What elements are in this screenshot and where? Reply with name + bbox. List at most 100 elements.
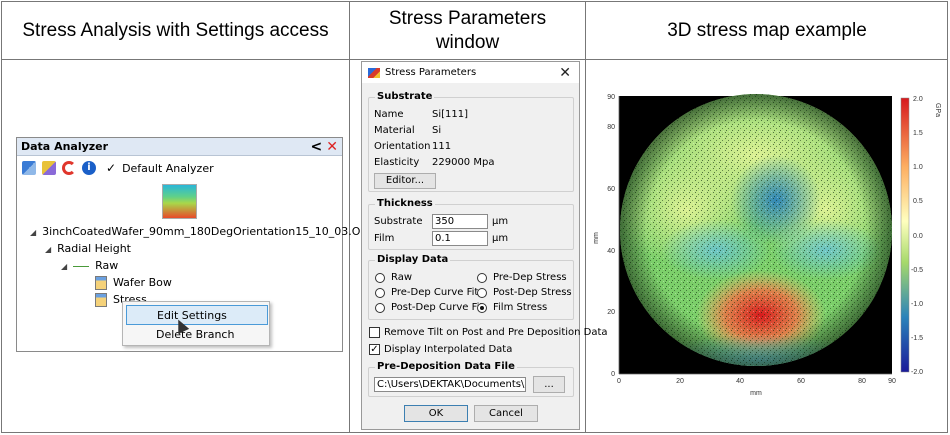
menu-item-delete-branch[interactable]: Delete Branch [126,325,268,345]
group-title: Pre-Deposition Data File [375,361,517,372]
display-interpolated-checkbox[interactable]: ✓ [369,344,380,355]
thickness-group: Thickness Substrate 350 µm Film 0.1 µm [368,198,574,250]
y-tick-label: 40 [607,248,615,255]
substrate-thickness-label: Substrate [374,216,423,227]
x-tick-label: 0 [617,378,621,385]
tree-item-file[interactable]: ◢ 3inchCoatedWafer_90mm_180DegOrientation… [30,225,382,238]
predep-file-path-input[interactable]: C:\Users\DEKTAK\Documents\DevAp [374,377,526,392]
name-label: Name [374,109,404,120]
tree-item-raw[interactable]: ◢ Raw [61,259,118,272]
header-text: Stress Analysis with Settings access [22,20,329,41]
browse-button[interactable]: ... [533,376,565,393]
stress-parameters-window: Stress Parameters ✕ Substrate Name Si[11… [361,61,608,430]
data-analyzer-titlebar: Data Analyzer < ✕ [17,138,342,156]
tree-item-radial-height[interactable]: ◢ Radial Height [45,242,131,255]
radio-label[interactable]: Film Stress [493,302,548,313]
x-tick-label: 20 [676,378,684,385]
elasticity-value: 229000 Mpa [432,157,495,168]
radio-label[interactable]: Pre-Dep Curve Fit [391,287,479,298]
close-icon[interactable]: ✕ [326,138,338,155]
ok-button[interactable]: OK [404,405,468,422]
y-tick-label: 90 [607,94,615,101]
film-thickness-input[interactable]: 0.1 [432,231,488,246]
tree-item-wafer-bow[interactable]: Wafer Bow [95,276,172,290]
x-tick-label: 80 [858,378,866,385]
substrate-group: Substrate Name Si[111] Material Si Orien… [368,91,574,192]
header-text: 3D stress map example [667,20,867,41]
app-logo-icon [368,67,380,78]
x-tick-label: 90 [888,378,896,385]
colorbar-unit-label: GPa [934,103,941,117]
colorbar-tick-label: -1.5 [911,335,923,342]
predep-file-group: Pre-Deposition Data File C:\Users\DEKTAK… [368,361,574,397]
colorbar-tick-label: -1.0 [911,301,923,308]
radio-label[interactable]: Raw [391,272,413,283]
analyzer-tool-icon[interactable] [42,161,56,175]
info-icon[interactable]: i [82,161,96,175]
header-3d-map: 3D stress map example [586,2,948,60]
colorbar-tick-label: 1.5 [913,130,923,137]
unit-label: µm [492,233,509,244]
add-analysis-icon[interactable] [22,161,36,175]
wafer-stress-map [620,94,892,366]
elasticity-label: Elasticity [374,157,420,168]
expand-triangle-icon[interactable]: ◢ [30,228,37,237]
column-divider [585,2,586,432]
name-value: Si[111] [432,109,469,120]
window-titlebar: Stress Parameters ✕ [362,62,579,83]
checkbox-label[interactable]: Display Interpolated Data [384,344,513,355]
cancel-button[interactable]: Cancel [474,405,538,422]
y-axis-label: mm [593,232,600,244]
radio-label[interactable]: Post-Dep Curve Fit [391,302,484,313]
tree-item-label: Radial Height [57,242,131,255]
radio-label[interactable]: Pre-Dep Stress [493,272,567,283]
analysis-file-icon [95,276,107,290]
colorbar-tick-label: 0.5 [913,198,923,205]
group-title: Substrate [375,91,435,102]
tree-item-label: Raw [95,259,119,272]
tree-item-label: Wafer Bow [113,276,172,289]
unit-label: µm [492,216,509,227]
refresh-icon[interactable] [62,161,76,175]
radio-pre-dep-curve-fit[interactable] [375,288,385,298]
raw-line-icon [73,265,90,267]
x-tick-label: 60 [797,378,805,385]
display-data-group: Display Data Raw Pre-Dep Stress Pre-Dep … [368,254,574,320]
remove-tilt-checkbox[interactable] [369,327,380,338]
data-analyzer-panel: Data Analyzer < ✕ i ✓ Default Analyzer ◢… [16,137,382,352]
radio-pre-dep-stress[interactable] [477,273,487,283]
checkbox-label[interactable]: Remove Tilt on Post and Pre Deposition D… [384,327,608,338]
data-analyzer-toolbar: i ✓ Default Analyzer [17,156,342,180]
substrate-thickness-input[interactable]: 350 [432,214,488,229]
radio-post-dep-stress[interactable] [477,288,487,298]
analysis-file-icon [95,293,107,307]
radio-post-dep-curve-fit[interactable] [375,303,385,313]
colorbar-tick-label: 0.0 [913,233,923,240]
editor-button[interactable]: Editor... [374,173,436,189]
expand-triangle-icon[interactable]: ◢ [61,262,68,271]
material-value: Si [432,125,442,136]
radio-label[interactable]: Post-Dep Stress [493,287,572,298]
y-tick-label: 0 [611,371,615,378]
header-text: Stress Parameters [388,8,547,29]
stress-map-figure: 0 20 40 60 80 90 mm 0 20 40 60 80 90 mm … [593,94,941,397]
y-tick-label: 80 [607,124,615,131]
menu-item-label: Delete Branch [156,328,235,341]
colorbar: 2.0 1.5 1.0 0.5 0.0 -0.5 -1.0 -1.5 -2.0 … [900,96,941,376]
y-axis: 0 20 40 60 80 90 mm [593,94,620,378]
group-title: Display Data [375,254,451,265]
y-tick-label: 20 [607,309,615,316]
stress-thumbnail-image[interactable] [162,184,197,219]
radio-film-stress[interactable] [477,303,487,313]
colorbar-tick-label: -2.0 [911,369,923,376]
window-title: Stress Parameters [385,67,477,78]
expand-triangle-icon[interactable]: ◢ [45,245,52,254]
collapse-chevron-icon[interactable]: < [310,138,323,155]
y-tick-label: 60 [607,186,615,193]
menu-item-edit-settings[interactable]: Edit Settings [126,305,268,325]
close-icon[interactable]: ✕ [559,64,571,81]
radio-raw[interactable] [375,273,385,283]
header-stress-parameters: Stress Parameters window [350,2,585,60]
default-analyzer-label[interactable]: Default Analyzer [122,161,214,175]
